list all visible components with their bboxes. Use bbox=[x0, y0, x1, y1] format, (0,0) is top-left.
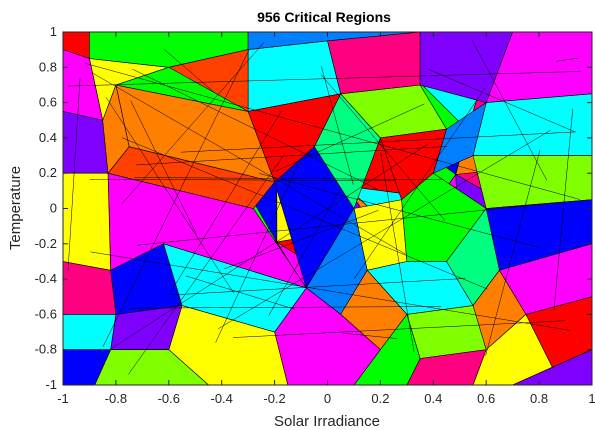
region-boundary bbox=[233, 320, 565, 338]
region-boundary bbox=[343, 332, 397, 339]
region-boundary bbox=[121, 42, 265, 205]
critical-region bbox=[512, 349, 592, 385]
y-tick-label: 0.2 bbox=[39, 165, 57, 180]
y-tick-label: -0.2 bbox=[35, 236, 57, 251]
region-boundary bbox=[427, 68, 575, 132]
critical-region bbox=[63, 111, 109, 174]
region-boundary bbox=[85, 63, 580, 200]
y-tick-label: -0.6 bbox=[35, 306, 57, 321]
region-boundary bbox=[89, 179, 395, 181]
region-boundary bbox=[320, 74, 445, 221]
y-axis-ticks: -1 -0.8 -0.6 -0.4 -0.2 0 0.2 0.4 0.6 0.8 1 bbox=[35, 24, 592, 392]
x-tick-label: -1 bbox=[57, 391, 69, 406]
x-tick-label: -0.6 bbox=[158, 391, 180, 406]
critical-region bbox=[102, 83, 130, 174]
region-boundary bbox=[180, 131, 576, 153]
x-tick-label: -0.8 bbox=[105, 391, 127, 406]
region-boundary bbox=[67, 78, 81, 271]
x-tick-label: -0.4 bbox=[210, 391, 232, 406]
y-tick-label: 0 bbox=[50, 201, 57, 216]
y-tick-label: -0.8 bbox=[35, 342, 57, 357]
critical-region bbox=[247, 93, 342, 183]
critical-region bbox=[472, 93, 592, 156]
region-boundary bbox=[485, 149, 541, 356]
critical-region bbox=[247, 32, 421, 50]
region-boundary bbox=[137, 202, 562, 246]
y-tick-label: 1 bbox=[50, 24, 57, 39]
region-boundary bbox=[128, 153, 286, 375]
region-boundary bbox=[353, 88, 486, 280]
region-boundary bbox=[110, 143, 429, 350]
region-boundary bbox=[170, 278, 466, 296]
region-boundary bbox=[68, 71, 581, 87]
x-tick-label: -0.2 bbox=[263, 391, 285, 406]
y-tick-label: 0.4 bbox=[39, 130, 57, 145]
y-tick-label: -0.4 bbox=[35, 271, 57, 286]
region-boundary bbox=[274, 103, 425, 172]
region-boundary bbox=[130, 100, 197, 235]
x-axis-label: Solar Irradiance bbox=[274, 413, 380, 430]
region-boundary bbox=[105, 97, 234, 294]
region-boundary bbox=[185, 275, 295, 310]
y-tick-label: -1 bbox=[45, 377, 57, 392]
critical-region bbox=[406, 305, 487, 359]
region-boundary bbox=[136, 146, 448, 166]
y-tick-label: 0.6 bbox=[39, 95, 57, 110]
region-boundary bbox=[102, 49, 250, 347]
region-boundary bbox=[91, 72, 406, 255]
x-tick-label: 0.6 bbox=[477, 391, 495, 406]
region-boundary bbox=[132, 68, 379, 190]
critical-region bbox=[327, 32, 421, 95]
region-boundary bbox=[321, 66, 354, 185]
critical-region bbox=[63, 172, 111, 271]
y-tick-label: 0.8 bbox=[39, 59, 57, 74]
region-boundary bbox=[90, 251, 571, 331]
region-boundary bbox=[218, 129, 551, 329]
critical-region bbox=[167, 49, 249, 112]
region-boundary bbox=[163, 48, 215, 93]
region-boundary bbox=[555, 57, 579, 62]
critical-region bbox=[63, 349, 112, 385]
x-tick-label: 0 bbox=[324, 391, 331, 406]
region-boundary bbox=[471, 40, 548, 181]
critical-region bbox=[63, 314, 117, 351]
x-tick-label: 0.2 bbox=[371, 391, 389, 406]
critical-region bbox=[485, 32, 592, 103]
region-boundary bbox=[134, 177, 444, 180]
region-boundary bbox=[268, 191, 339, 316]
critical-regions bbox=[63, 32, 592, 385]
x-axis-ticks: -1 -0.8 -0.6 -0.4 -0.2 0 0.2 0.4 0.6 0.8 1 bbox=[57, 32, 595, 406]
region-boundary bbox=[553, 108, 574, 311]
critical-region bbox=[472, 155, 592, 209]
region-boundary bbox=[129, 306, 442, 309]
x-tick-label: 1 bbox=[588, 391, 595, 406]
chart-title: 956 Critical Regions bbox=[257, 9, 391, 25]
x-tick-label: 0.4 bbox=[424, 391, 442, 406]
region-boundary bbox=[215, 163, 299, 343]
y-axis-label: Temperature bbox=[7, 166, 24, 250]
region-boundary bbox=[121, 137, 488, 290]
region-boundary bbox=[259, 173, 539, 248]
region-boundary bbox=[380, 153, 415, 353]
region-boundary bbox=[168, 110, 282, 295]
x-tick-label: 0.8 bbox=[530, 391, 548, 406]
